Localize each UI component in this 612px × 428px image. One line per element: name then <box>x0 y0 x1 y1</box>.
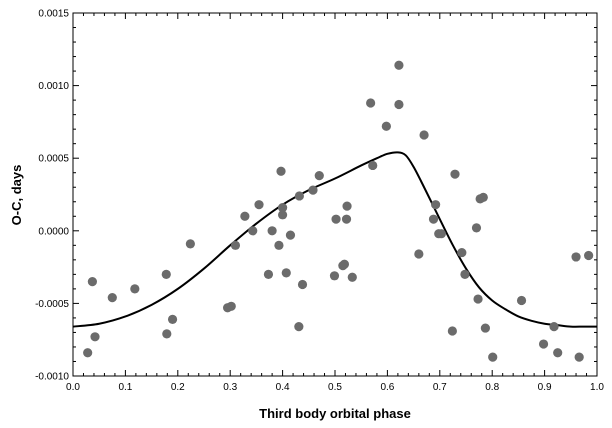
data-point <box>83 348 93 358</box>
data-point <box>331 214 341 224</box>
data-point <box>471 223 482 233</box>
x-tick-label: 0.5 <box>328 382 342 393</box>
data-point <box>339 259 350 269</box>
data-point <box>488 352 498 362</box>
data-point <box>553 348 563 358</box>
data-point <box>394 99 404 110</box>
data-point <box>254 200 264 210</box>
data-point <box>285 230 296 240</box>
y-tick-label: -0.0005 <box>35 299 69 310</box>
data-point <box>447 326 457 336</box>
data-point <box>267 226 277 236</box>
x-tick-label: 0.7 <box>433 382 447 393</box>
data-point <box>226 301 236 311</box>
x-axis-title: Third body orbital phase <box>259 406 411 421</box>
data-point <box>342 201 352 211</box>
data-point <box>185 239 195 249</box>
data-point <box>263 269 274 279</box>
x-tick-label: 0.2 <box>171 382 185 393</box>
data-point <box>368 160 378 171</box>
y-tick-label: 0.0000 <box>38 226 69 237</box>
data-point <box>366 98 376 108</box>
data-point <box>329 271 340 281</box>
data-point <box>431 200 441 210</box>
data-point <box>294 191 304 201</box>
x-tick-label: 0.8 <box>485 382 499 393</box>
data-point <box>414 249 424 259</box>
data-point <box>571 252 581 262</box>
data-point <box>584 250 594 261</box>
x-tick-label: 0.3 <box>223 382 237 393</box>
x-tick-label: 0.6 <box>380 382 394 393</box>
data-point <box>460 269 470 279</box>
y-axis-title: O-C, days <box>9 165 24 226</box>
data-point <box>516 295 527 306</box>
data-point <box>450 169 460 179</box>
data-point <box>457 247 467 258</box>
data-point <box>428 214 439 224</box>
data-point <box>276 166 286 176</box>
data-point <box>574 352 584 362</box>
data-point <box>278 210 288 220</box>
data-point <box>480 323 490 333</box>
data-point <box>274 240 284 250</box>
y-tick-label: -0.0010 <box>35 372 69 383</box>
data-point <box>87 277 97 287</box>
data-point <box>549 322 559 332</box>
x-tick-label: 0.4 <box>276 382 290 393</box>
data-point <box>347 272 357 282</box>
data-point <box>297 279 308 290</box>
data-point <box>162 329 172 339</box>
data-point <box>436 229 446 239</box>
data-point <box>167 314 178 324</box>
data-point <box>130 284 140 294</box>
x-tick-label: 1.0 <box>590 382 604 393</box>
data-point <box>90 332 100 342</box>
data-point <box>107 292 117 303</box>
data-point <box>341 214 352 224</box>
x-tick-label: 0.1 <box>118 382 132 393</box>
data-point <box>308 185 318 195</box>
data-point <box>281 268 291 278</box>
plot-frame <box>72 12 598 377</box>
y-tick-label: 0.0010 <box>38 81 69 92</box>
data-point <box>294 322 304 332</box>
data-point <box>419 130 429 140</box>
y-tick-label: 0.0005 <box>38 154 69 165</box>
data-point <box>473 294 483 304</box>
data-point <box>538 339 549 349</box>
model-curve <box>72 151 597 328</box>
data-point <box>394 60 404 70</box>
data-point <box>248 226 258 236</box>
data-point <box>478 192 488 203</box>
x-tick-label: 0.0 <box>66 382 80 393</box>
y-tick-label: 0.0015 <box>38 9 69 20</box>
x-tick-label: 0.9 <box>538 382 552 393</box>
data-point <box>240 211 250 221</box>
data-point <box>230 240 241 250</box>
plot-area: 0.0 0.1 0.2 0.3 0.4 0.5 0.6 0.7 0.8 0.9 1.0 -0.0010… <box>35 9 604 394</box>
data-point <box>278 202 288 213</box>
data-point <box>381 121 391 131</box>
data-point <box>161 269 171 279</box>
data-point <box>314 171 324 181</box>
